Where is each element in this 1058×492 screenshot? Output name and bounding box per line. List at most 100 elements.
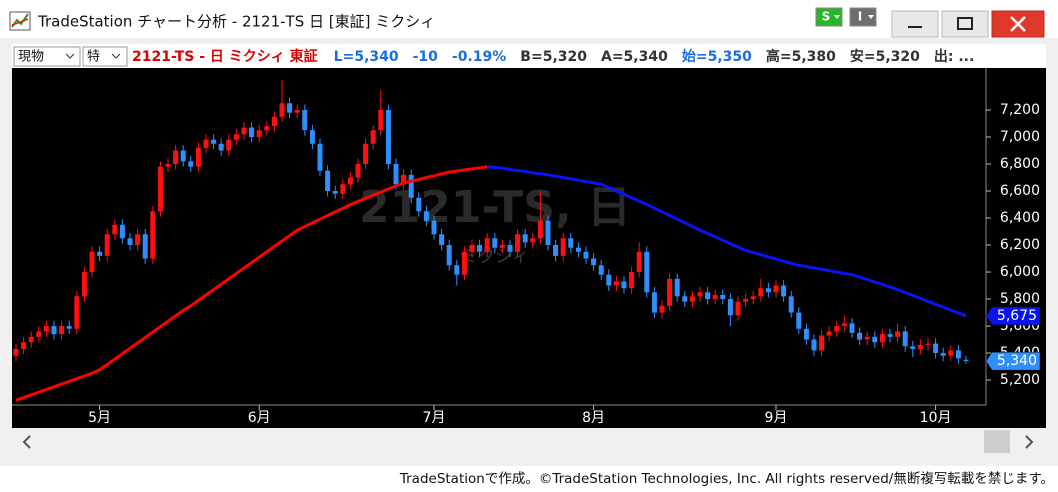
candle-body [112, 224, 118, 235]
candle-body [89, 251, 95, 273]
watermark-symbol: 2121-TS, 日 [359, 182, 631, 233]
quote-field: L=5,340 [334, 49, 399, 65]
candle-body [872, 336, 878, 343]
candle-body [522, 234, 528, 243]
candle-body [81, 272, 87, 297]
candle-body [887, 334, 893, 337]
quote-field: -10 [413, 49, 439, 65]
y-tick-label: 5,800 [1000, 291, 1040, 307]
candle-body [902, 331, 908, 347]
quote-field: 高=5,380 [766, 48, 836, 65]
candle-body [712, 294, 718, 300]
candle-body [104, 234, 110, 256]
candle-body [279, 103, 285, 117]
candle-body [218, 143, 224, 151]
x-tick-label: 7月 [423, 410, 446, 426]
candle-body [401, 174, 407, 185]
candle-body [933, 343, 939, 354]
candle-body [340, 184, 346, 194]
candle-body [750, 296, 756, 300]
candle-body [127, 238, 133, 246]
i-button[interactable] [849, 7, 877, 27]
axes: 5,2005,4005,6005,8006,0006,2006,4006,600… [88, 102, 1041, 426]
moving-average [487, 165, 967, 318]
dropdown-arrow [111, 53, 121, 59]
price-marker-label: 5,675 [997, 308, 1037, 324]
candle-body [720, 294, 726, 300]
y-tick-label: 6,800 [1000, 156, 1040, 172]
app-icon [9, 11, 31, 31]
y-tick-label: 7,000 [1000, 129, 1040, 145]
candle-body [385, 109, 391, 165]
price-marker [985, 306, 1041, 326]
candle-body [203, 139, 209, 148]
candle-body [59, 326, 65, 335]
candle-body [233, 134, 239, 140]
candle-body [948, 350, 954, 356]
candle-body [796, 312, 802, 329]
candle-body [864, 336, 870, 340]
window-title: TradeStation チャート分析 - 2121-TS 日 [東証] ミクシ… [37, 13, 435, 31]
scrollbar[interactable] [12, 428, 1046, 455]
candle-body [507, 245, 513, 252]
candle-body [781, 285, 787, 297]
scroll-right[interactable] [1025, 435, 1034, 449]
moving-average [15, 165, 488, 402]
candle-body [568, 238, 574, 248]
x-tick-label: 6月 [248, 410, 271, 426]
quote-field: 安=5,320 [850, 48, 920, 65]
candle-body [895, 331, 901, 337]
quote-field: 始=5,350 [682, 48, 752, 65]
scroll-thumb[interactable] [984, 430, 1010, 453]
candle-body [917, 344, 923, 349]
candle-body [287, 103, 293, 113]
candle-body [264, 126, 270, 131]
candle-body [788, 296, 794, 313]
s-button-arrow [834, 15, 840, 19]
maximize-icon [957, 17, 973, 30]
candle-body [705, 292, 711, 300]
candle-body [773, 285, 779, 293]
candle-body [173, 150, 179, 165]
i-button-arrow [868, 15, 874, 19]
quote-field: 2121-TS - 日 ミクシィ 東証 [132, 48, 318, 65]
x-tick-label: 9月 [765, 410, 788, 426]
candle-body [651, 292, 657, 313]
watermark: 2121-TS, 日 ミクシィ [359, 182, 631, 267]
quote-line: 2121-TS - 日 ミクシィ 東証 L=5,340 -10 -0.19% B=5,3… [132, 48, 974, 65]
candle-body [66, 326, 72, 329]
candle-body [439, 234, 445, 246]
s-button[interactable] [815, 7, 843, 27]
type-dropdown[interactable] [82, 46, 128, 67]
i-button-label: I [858, 10, 862, 24]
maximize-button[interactable] [941, 10, 989, 38]
candle-body [484, 238, 490, 252]
candle-body [598, 265, 604, 275]
candle-body [857, 332, 863, 340]
minimize-button[interactable] [891, 10, 939, 38]
candle-body [583, 251, 589, 259]
type-dropdown-label: 特 [87, 50, 100, 65]
candle-body [849, 323, 855, 333]
candle-body [347, 177, 353, 185]
candle-body [21, 342, 27, 349]
candle-body [119, 224, 125, 239]
candle-body [302, 109, 308, 131]
market-dropdown[interactable] [13, 46, 81, 67]
candle-body [819, 335, 825, 351]
candle-body [910, 346, 916, 349]
scroll-left[interactable] [22, 435, 31, 449]
candle-body [97, 251, 103, 256]
candle-body [241, 127, 247, 135]
candle-body [317, 143, 323, 171]
candle-body [735, 301, 741, 316]
candle-body [355, 164, 361, 178]
candle-body [613, 281, 619, 286]
s-button-label: S [822, 10, 831, 24]
candle-body [674, 278, 680, 297]
candle-body [28, 336, 34, 343]
candle-body [560, 238, 566, 256]
candle-body [629, 272, 635, 289]
candle-body [416, 197, 422, 212]
